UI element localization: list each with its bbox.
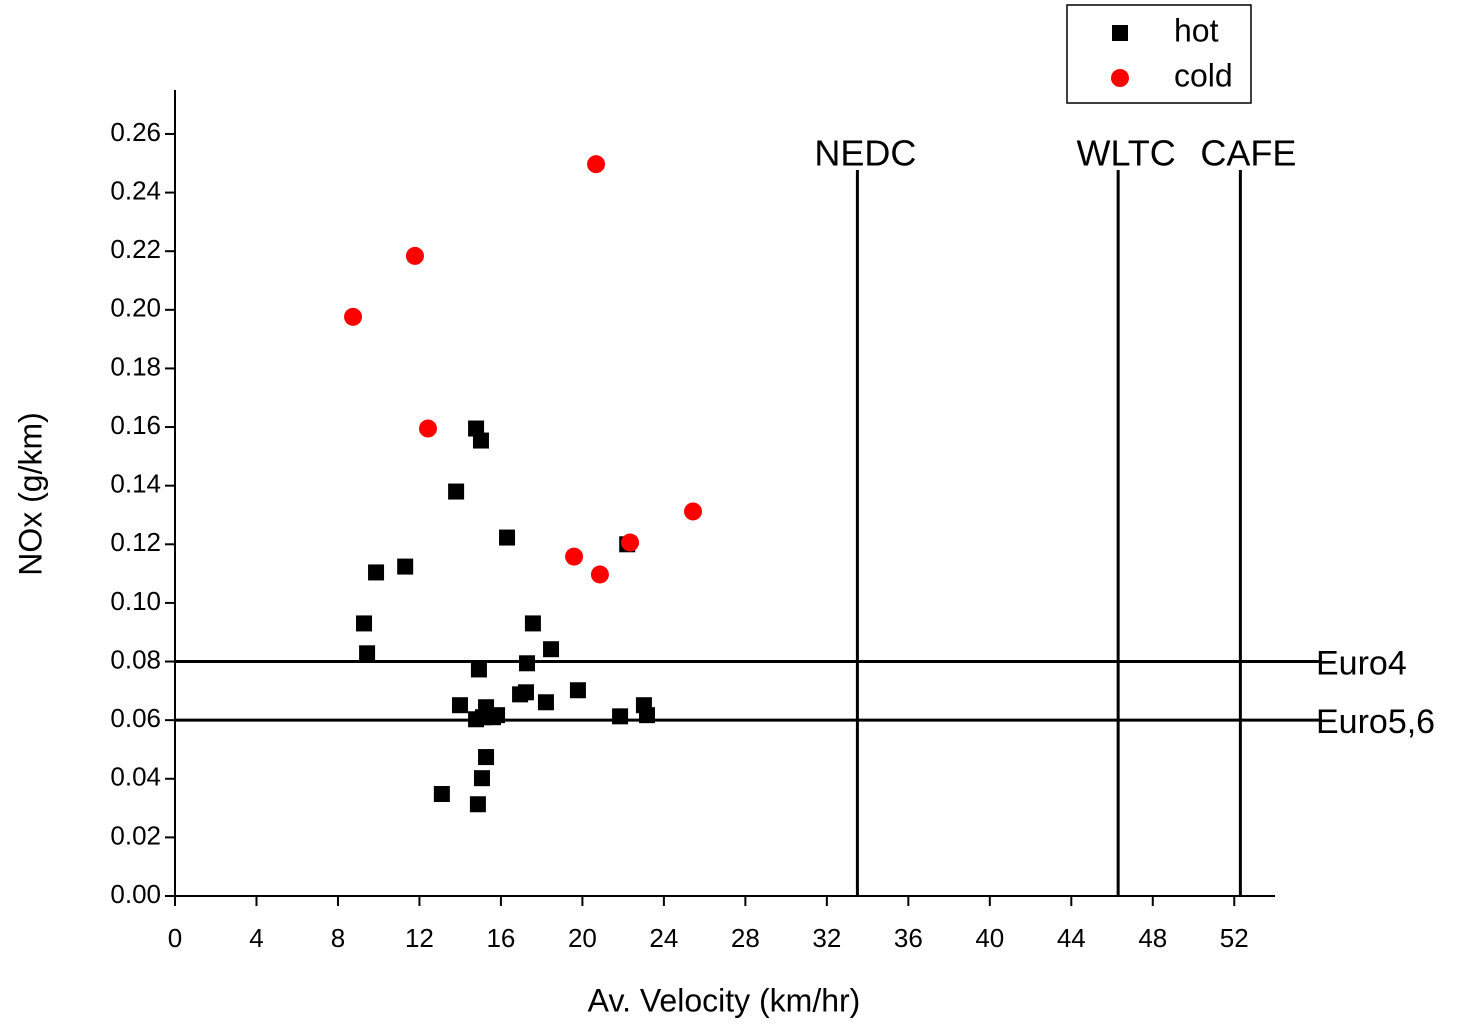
point [524,615,541,632]
y-tick-label: 0.24 [110,175,161,205]
point [356,615,373,632]
reference-label: Euro5,6 [1316,703,1435,741]
point [517,684,534,701]
x-tick-label: 32 [812,923,841,953]
point [468,420,485,437]
point [499,529,516,546]
y-axis-title: NOx (g/km) [12,412,48,576]
point [612,708,629,725]
x-tick-label: 24 [649,923,678,953]
x-tick-label: 16 [486,923,515,953]
point [519,655,535,672]
y-tick-label: 0.10 [110,586,161,616]
point [470,661,487,678]
point [405,246,424,265]
x-tick-label: 4 [249,923,263,953]
y-tick-label: 0.02 [110,820,161,850]
reference-label: NEDC [814,133,916,174]
point [359,645,376,662]
y-tick-label: 0.18 [110,351,161,381]
legend-marker [1111,69,1129,87]
y-tick-label: 0.08 [110,644,161,674]
point [473,770,490,787]
x-tick-label: 0 [168,923,182,953]
reference-label: WLTC [1076,133,1175,174]
y-tick-label: 0.22 [110,234,161,264]
legend-marker [1112,25,1128,41]
y-tick-label: 0.00 [110,879,161,909]
point [489,707,506,724]
point [587,155,606,174]
legend-box [1066,4,1252,104]
y-tick-label: 0.12 [110,527,161,557]
y-tick-label: 0.14 [110,469,161,499]
x-axis-title: Av. Velocity (km/hr) [588,982,861,1018]
point [590,565,609,584]
x-tick-label: 8 [331,923,345,953]
x-tick-label: 28 [731,923,760,953]
legend-label: hot [1174,12,1219,48]
point [451,697,468,714]
x-tick-label: 12 [405,923,434,953]
point [537,694,554,711]
x-tick-label: 40 [975,923,1004,953]
x-tick-label: 20 [568,923,597,953]
point [684,502,703,521]
point [419,419,437,438]
legend-label: cold [1174,57,1233,93]
point [478,749,495,766]
point [344,307,363,326]
reference-label: CAFE [1200,133,1296,174]
point [397,558,414,575]
point [638,707,655,724]
point [368,564,385,581]
point [543,641,560,658]
x-tick-label: 52 [1220,923,1249,953]
y-tick-label: 0.16 [110,410,161,440]
y-tick-label: 0.20 [110,293,161,323]
point [448,483,465,500]
x-tick-label: 44 [1057,923,1086,953]
point [565,547,584,566]
point [433,786,450,803]
point [621,533,640,552]
x-tick-label: 36 [894,923,923,953]
y-tick-label: 0.26 [110,117,161,147]
point [469,796,486,813]
point [569,682,586,699]
x-tick-label: 48 [1138,923,1167,953]
point [472,432,489,449]
reference-label: Euro4 [1316,645,1407,683]
y-tick-label: 0.06 [110,703,161,733]
y-tick-label: 0.04 [110,762,161,792]
